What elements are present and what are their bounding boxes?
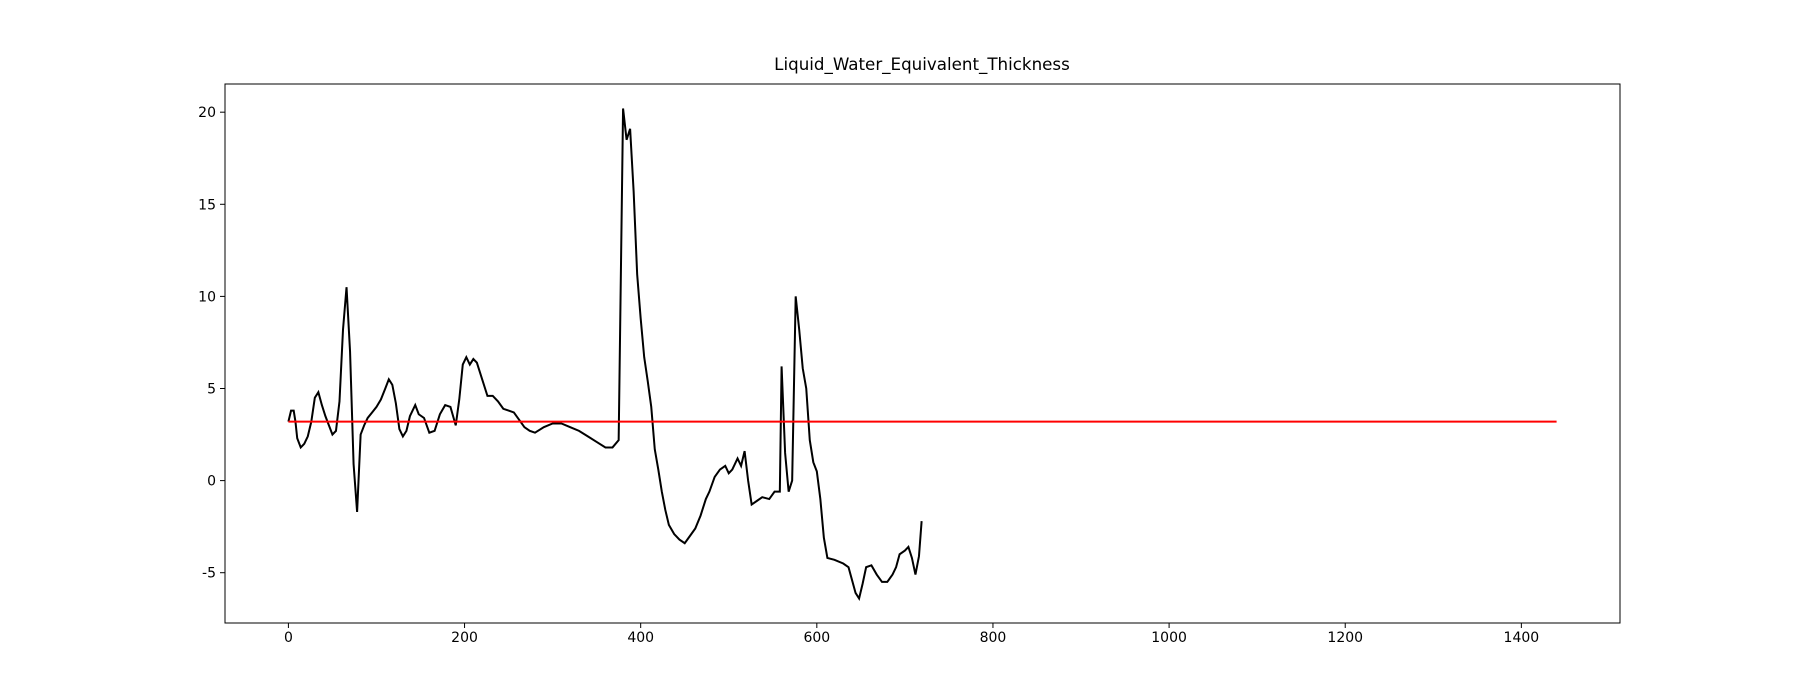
x-tick-label: 600 — [803, 630, 830, 646]
y-tick-label: 0 — [207, 474, 216, 490]
x-tick-label: 400 — [627, 630, 654, 646]
x-tick-label: 200 — [451, 630, 478, 646]
x-tick-label: 1200 — [1327, 630, 1363, 646]
x-tick-label: 1000 — [1151, 630, 1187, 646]
y-tick-label: 5 — [207, 382, 216, 398]
x-tick-label: 1400 — [1504, 630, 1540, 646]
y-tick-label: -5 — [202, 566, 216, 582]
data-line — [287, 108, 923, 602]
x-tick-label: 0 — [284, 630, 293, 646]
chart-title: Liquid_Water_Equivalent_Thickness — [774, 54, 1070, 75]
x-tick-label: 800 — [980, 630, 1007, 646]
y-tick-label: 10 — [198, 289, 216, 305]
y-tick-label: 20 — [198, 105, 216, 121]
plot-frame — [224, 83, 1621, 624]
y-tick-label: 15 — [198, 197, 216, 213]
